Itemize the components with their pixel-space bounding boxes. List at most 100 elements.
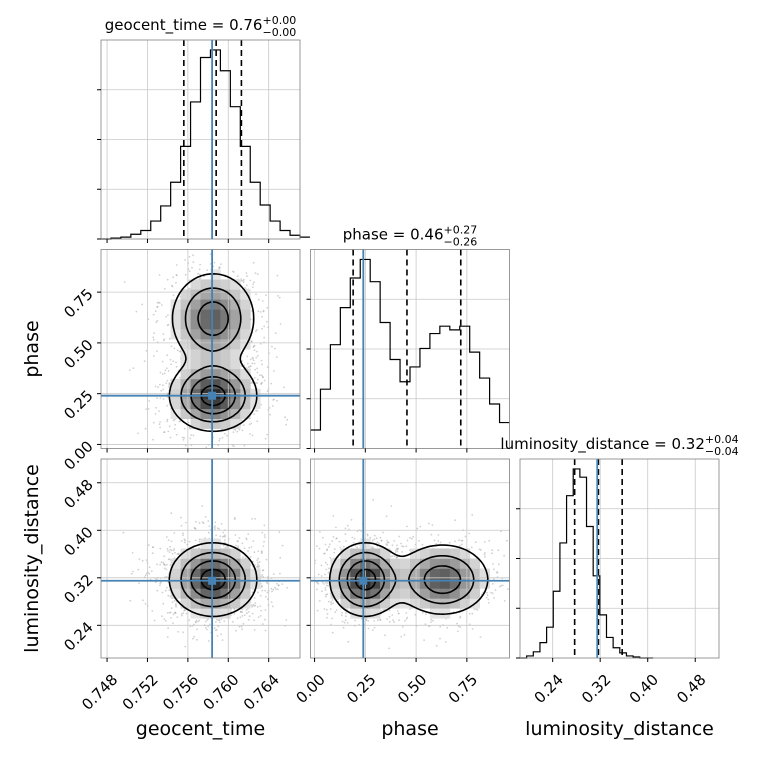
scatter-point bbox=[242, 281, 245, 283]
density-cell bbox=[190, 398, 201, 410]
density-cell bbox=[230, 368, 241, 380]
density-cell bbox=[190, 598, 201, 609]
scatter-point bbox=[369, 536, 372, 539]
density-cell bbox=[410, 558, 421, 569]
scatter-point bbox=[252, 357, 254, 360]
scatter-point bbox=[446, 626, 449, 629]
density-cell bbox=[400, 588, 411, 599]
scatter-point bbox=[198, 538, 201, 541]
scatter-point bbox=[224, 539, 226, 541]
y-tick-label: 0.00 bbox=[60, 437, 96, 473]
scatter-point bbox=[330, 601, 332, 604]
scatter-point bbox=[172, 294, 175, 297]
scatter-point bbox=[318, 547, 321, 550]
scatter-point bbox=[274, 347, 276, 350]
scatter-point bbox=[243, 278, 245, 281]
scatter-point bbox=[373, 620, 376, 622]
density-cell bbox=[220, 608, 231, 619]
scatter-point bbox=[188, 287, 191, 290]
scatter-point bbox=[320, 575, 323, 577]
density-cell bbox=[200, 279, 211, 290]
scatter-point bbox=[206, 269, 209, 271]
scatter-point bbox=[323, 608, 326, 610]
scatter-point bbox=[188, 619, 191, 621]
scatter-point bbox=[261, 569, 264, 572]
scatter-point bbox=[232, 621, 234, 623]
scatter-point bbox=[392, 619, 394, 622]
scatter-point bbox=[180, 524, 183, 527]
density-cell bbox=[230, 339, 241, 350]
scatter-point bbox=[170, 540, 173, 543]
scatter-point bbox=[170, 363, 173, 366]
density-cell bbox=[180, 299, 191, 310]
truth-marker bbox=[359, 576, 368, 585]
density-cell bbox=[449, 548, 461, 559]
scatter-point bbox=[391, 555, 394, 558]
y-tick-label: 0.48 bbox=[60, 476, 96, 512]
density-cell bbox=[469, 568, 480, 579]
scatter-point bbox=[164, 564, 167, 567]
density-cell bbox=[180, 289, 191, 300]
scatter-point bbox=[269, 413, 271, 416]
scatter-point bbox=[175, 603, 177, 605]
density-cell bbox=[210, 309, 221, 320]
scatter-point bbox=[158, 274, 161, 276]
density-cell bbox=[210, 349, 221, 360]
title-minus: −0.26 bbox=[444, 236, 478, 249]
density-cell bbox=[180, 558, 191, 569]
scatter-point bbox=[213, 526, 216, 529]
scatter-point bbox=[135, 310, 138, 313]
scatter-point bbox=[344, 540, 347, 542]
scatter-point bbox=[153, 332, 156, 334]
x-tick-label: 0.32 bbox=[578, 671, 614, 707]
scatter-point bbox=[471, 514, 474, 516]
scatter-point bbox=[183, 538, 186, 541]
title-plus: +0.00 bbox=[262, 14, 296, 27]
scatter-point bbox=[236, 540, 239, 543]
density-cell bbox=[330, 588, 341, 599]
density-cell bbox=[170, 578, 181, 589]
scatter-point bbox=[503, 554, 505, 557]
density-cell bbox=[190, 319, 201, 330]
scatter-point bbox=[137, 568, 140, 571]
scatter-point bbox=[222, 535, 225, 538]
scatter-point bbox=[340, 614, 343, 617]
scatter-point bbox=[172, 276, 175, 279]
density-cell bbox=[240, 558, 251, 569]
scatter-point bbox=[216, 618, 218, 621]
x-tick-label: 0.25 bbox=[343, 671, 379, 707]
scatter-point bbox=[150, 570, 153, 572]
scatter-point bbox=[332, 536, 335, 538]
scatter-point bbox=[256, 329, 258, 331]
scatter-point bbox=[460, 543, 463, 546]
scatter-point bbox=[173, 428, 176, 430]
scatter-point bbox=[142, 599, 144, 602]
scatter-point bbox=[169, 436, 172, 439]
scatter-point bbox=[277, 584, 280, 587]
scatter-point bbox=[333, 548, 336, 551]
scatter-point bbox=[159, 563, 162, 566]
scatter-point bbox=[393, 555, 396, 558]
scatter-point bbox=[176, 553, 179, 555]
scatter-point bbox=[326, 613, 329, 615]
scatter-point bbox=[215, 629, 218, 631]
scatter-point bbox=[177, 552, 180, 555]
scatter-point bbox=[275, 356, 278, 358]
y-tick-label: 0.50 bbox=[60, 336, 96, 372]
density-cell bbox=[170, 319, 181, 330]
title-eq: = bbox=[649, 435, 671, 453]
scatter-point bbox=[255, 381, 257, 384]
density-cell bbox=[459, 578, 471, 589]
density-cell bbox=[230, 378, 241, 390]
scatter-point bbox=[260, 552, 263, 555]
density-cell bbox=[220, 319, 231, 330]
title-eq: = bbox=[388, 226, 410, 244]
density-cell bbox=[250, 578, 261, 589]
scatter-point bbox=[237, 540, 240, 542]
scatter-point bbox=[245, 537, 248, 540]
density-cell bbox=[390, 568, 401, 579]
scatter-point bbox=[344, 527, 347, 530]
scatter-point bbox=[272, 588, 275, 591]
scatter-point bbox=[215, 534, 218, 537]
density-cell bbox=[170, 398, 181, 410]
